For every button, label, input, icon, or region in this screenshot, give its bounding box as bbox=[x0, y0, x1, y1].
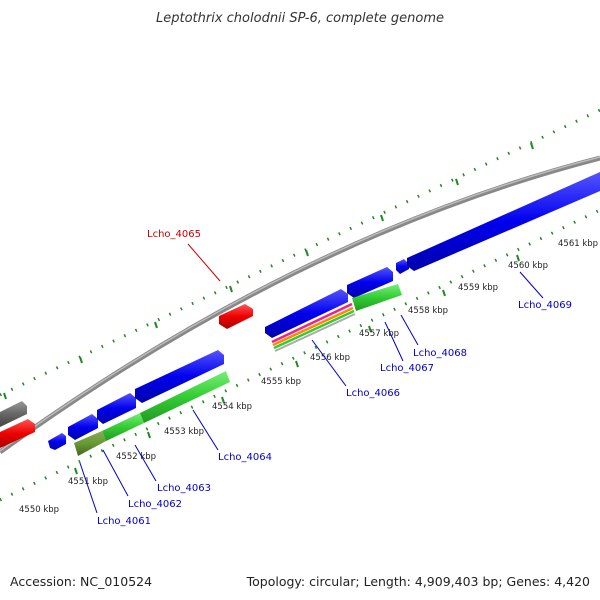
kbp-label: 4551 kbp bbox=[68, 477, 108, 487]
leader-line bbox=[400, 314, 419, 346]
reverse-cds-track bbox=[0, 304, 253, 448]
feature-olive[interactable] bbox=[74, 431, 106, 456]
kbp-label: 4558 kbp bbox=[408, 306, 448, 316]
gene-label-lcho-4068[interactable]: Lcho_4068 bbox=[413, 348, 467, 359]
feature-multicolor-stripe[interactable] bbox=[272, 306, 354, 347]
cds-arrow[interactable] bbox=[97, 393, 136, 424]
feature-multicolor-stripe[interactable] bbox=[273, 309, 355, 350]
kbp-label: 4555 kbp bbox=[261, 377, 301, 387]
feature-green[interactable] bbox=[102, 413, 144, 441]
feature-multicolor-stripe[interactable] bbox=[274, 313, 356, 352]
map-title: Leptothrix cholodnii SP-6, complete geno… bbox=[156, 11, 444, 26]
gene-label-lcho-4065[interactable]: Lcho_4065 bbox=[147, 229, 201, 240]
kbp-label: 4561 kbp bbox=[558, 239, 598, 249]
outer-tick-ruler bbox=[0, 108, 600, 397]
gene-label-lcho-4066[interactable]: Lcho_4066 bbox=[346, 388, 400, 399]
leader-line bbox=[187, 243, 221, 282]
kbp-labels: 4550 kbp 4551 kbp 4552 kbp 4553 kbp 4554… bbox=[19, 239, 598, 515]
cds-arrow[interactable] bbox=[48, 433, 66, 450]
outer-major-ticks bbox=[3, 142, 534, 400]
leader-line bbox=[192, 409, 219, 451]
cds-arrow[interactable] bbox=[347, 267, 393, 298]
kbp-label: 4550 kbp bbox=[19, 505, 59, 515]
cds-arrow[interactable] bbox=[265, 289, 348, 338]
cds-arrow[interactable] bbox=[0, 419, 35, 448]
kbp-label: 4560 kbp bbox=[508, 261, 548, 271]
kbp-label: 4557 kbp bbox=[359, 329, 399, 339]
kbp-label: 4559 kbp bbox=[458, 283, 498, 293]
leader-line bbox=[519, 271, 544, 299]
accession-text: Accession: NC_010524 bbox=[10, 574, 152, 589]
leader-line bbox=[384, 321, 404, 362]
gene-label-lcho-4069[interactable]: Lcho_4069 bbox=[518, 300, 572, 311]
feature-track bbox=[74, 284, 402, 456]
genome-summary-text: Topology: circular; Length: 4,909,403 bp… bbox=[246, 574, 590, 589]
gene-label-lcho-4061[interactable]: Lcho_4061 bbox=[97, 516, 151, 527]
cds-arrow[interactable] bbox=[68, 414, 98, 440]
gene-label-lcho-4062[interactable]: Lcho_4062 bbox=[128, 499, 182, 510]
genome-backbone-highlight bbox=[0, 156, 600, 452]
feature-gray[interactable] bbox=[0, 401, 27, 427]
cds-arrow[interactable] bbox=[396, 259, 409, 274]
forward-cds-track bbox=[48, 172, 600, 450]
cds-arrow[interactable] bbox=[135, 350, 224, 403]
kbp-label: 4552 kbp bbox=[116, 452, 156, 462]
leader-line bbox=[311, 339, 347, 387]
kbp-label: 4556 kbp bbox=[310, 353, 350, 363]
feature-multicolor-stripe[interactable] bbox=[271, 302, 353, 344]
genome-backbone bbox=[0, 155, 600, 455]
inner-major-ticks bbox=[74, 254, 520, 475]
gene-label-lcho-4064[interactable]: Lcho_4064 bbox=[218, 452, 272, 463]
feature-green[interactable] bbox=[352, 284, 402, 311]
cds-arrow[interactable] bbox=[407, 172, 600, 271]
leader-line bbox=[79, 462, 98, 514]
kbp-label: 4554 kbp bbox=[212, 402, 252, 412]
kbp-label: 4553 kbp bbox=[164, 427, 204, 437]
cds-arrow-lcho-4065[interactable] bbox=[219, 304, 253, 329]
leader-line bbox=[134, 444, 157, 482]
feature-green[interactable] bbox=[140, 371, 230, 423]
gene-label-lcho-4063[interactable]: Lcho_4063 bbox=[157, 483, 211, 494]
gene-label-lcho-4067[interactable]: Lcho_4067 bbox=[380, 363, 434, 374]
inner-tick-ruler bbox=[0, 208, 600, 502]
gene-labels: Lcho_4061 Lcho_4062 Lcho_4063 Lcho_4064 … bbox=[79, 229, 572, 527]
leader-line bbox=[102, 449, 129, 497]
